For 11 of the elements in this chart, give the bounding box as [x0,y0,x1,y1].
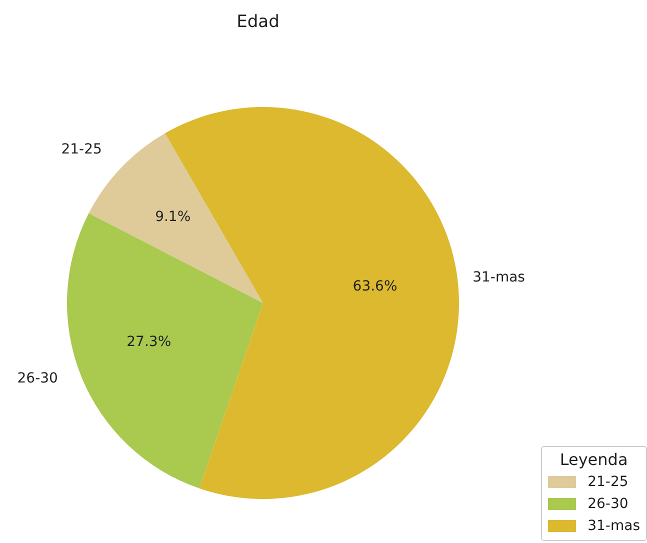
chart-title: Edad [236,12,280,32]
legend-label: 31-mas [588,518,640,534]
legend-label: 21-25 [588,474,628,490]
slice-label: 21-25 [61,141,102,158]
legend-title: Leyenda [558,450,629,469]
data-label: 63.6% [352,278,398,295]
data-label: 27.3% [126,334,172,350]
slice-label: 26-30 [17,370,58,386]
slice-label: 31-mas [472,269,525,286]
legend-label: 26-30 [588,496,628,512]
data-label: 9.1% [155,208,191,225]
